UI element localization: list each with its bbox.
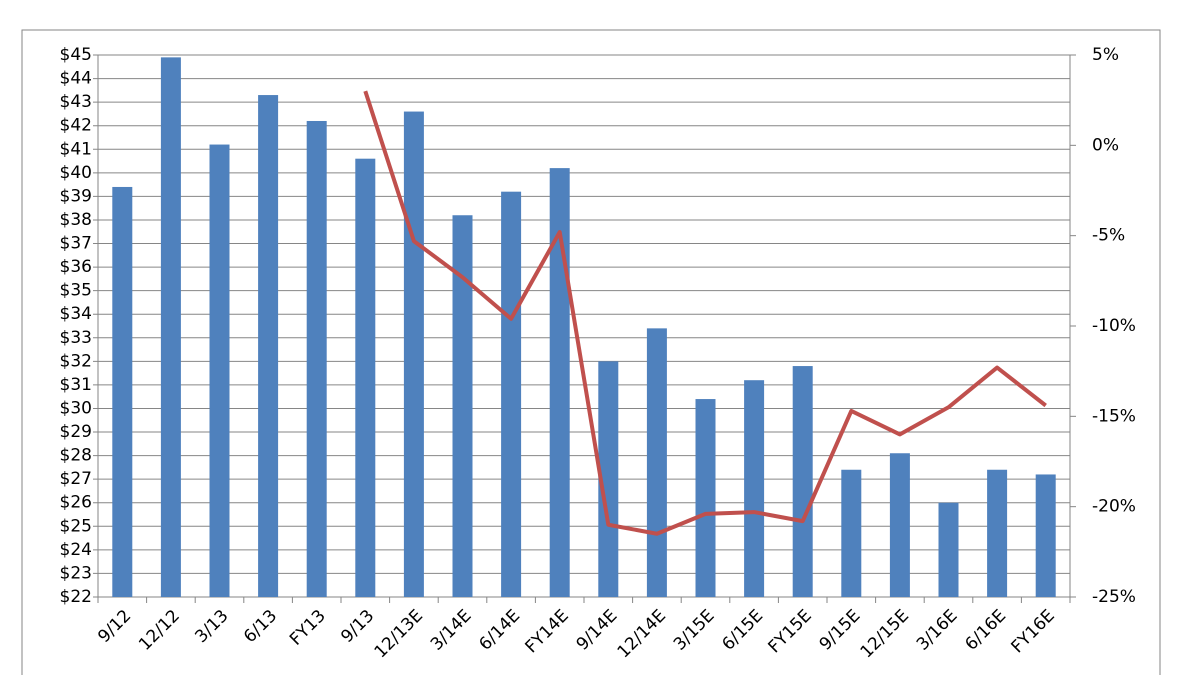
bar	[598, 361, 619, 597]
y-tick-label: $38	[60, 210, 92, 230]
bar	[987, 469, 1008, 597]
y-tick-label: $42	[60, 116, 92, 136]
bar	[889, 453, 910, 597]
bar	[403, 111, 424, 597]
y-tick-label: $25	[60, 516, 92, 536]
bar	[258, 95, 279, 598]
y-tick-label: $40	[60, 163, 92, 183]
bar	[792, 366, 813, 597]
y-tick-label: $37	[60, 234, 92, 254]
y2-tick-label: -15%	[1092, 406, 1136, 426]
y2-tick-label: 0%	[1092, 135, 1119, 155]
y2-tick-label: -5%	[1092, 226, 1125, 246]
y-tick-label: $41	[60, 139, 92, 159]
y-tick-label: $27	[60, 469, 92, 489]
y-tick-label: $33	[60, 328, 92, 348]
bar	[306, 120, 327, 597]
y-tick-label: $30	[60, 398, 92, 418]
bar	[112, 186, 133, 597]
y2-tick-label: -20%	[1092, 497, 1136, 517]
bar	[695, 399, 716, 597]
y2-tick-label: -10%	[1092, 316, 1136, 336]
bar	[744, 380, 765, 597]
bar	[501, 191, 522, 597]
bar	[549, 168, 570, 597]
y-tick-label: $44	[60, 69, 92, 89]
y2-tick-label: -25%	[1092, 587, 1136, 607]
y2-tick-label: 5%	[1092, 45, 1119, 65]
bar	[160, 57, 181, 598]
y-tick-label: $39	[60, 186, 92, 206]
y-tick-label: $23	[60, 563, 92, 583]
y-tick-label: $31	[60, 375, 92, 395]
line	[363, 90, 1047, 536]
y-tick-label: $32	[60, 351, 92, 371]
y-tick-label: $24	[60, 540, 92, 560]
y-tick-label: $36	[60, 257, 92, 277]
y-tick-label: $35	[60, 281, 92, 301]
y-tick-label: $29	[60, 422, 92, 442]
bar	[841, 469, 862, 597]
bar	[355, 158, 376, 597]
y-tick-label: $43	[60, 92, 92, 112]
y-tick-label: $22	[60, 587, 92, 607]
bar	[1035, 474, 1056, 597]
bar	[938, 502, 959, 597]
bar	[209, 144, 230, 597]
y-tick-label: $28	[60, 446, 92, 466]
y-tick-label: $45	[60, 45, 92, 65]
bar	[452, 215, 473, 598]
y-tick-label: $34	[60, 304, 92, 324]
bar	[646, 328, 667, 597]
y-tick-label: $26	[60, 493, 92, 513]
